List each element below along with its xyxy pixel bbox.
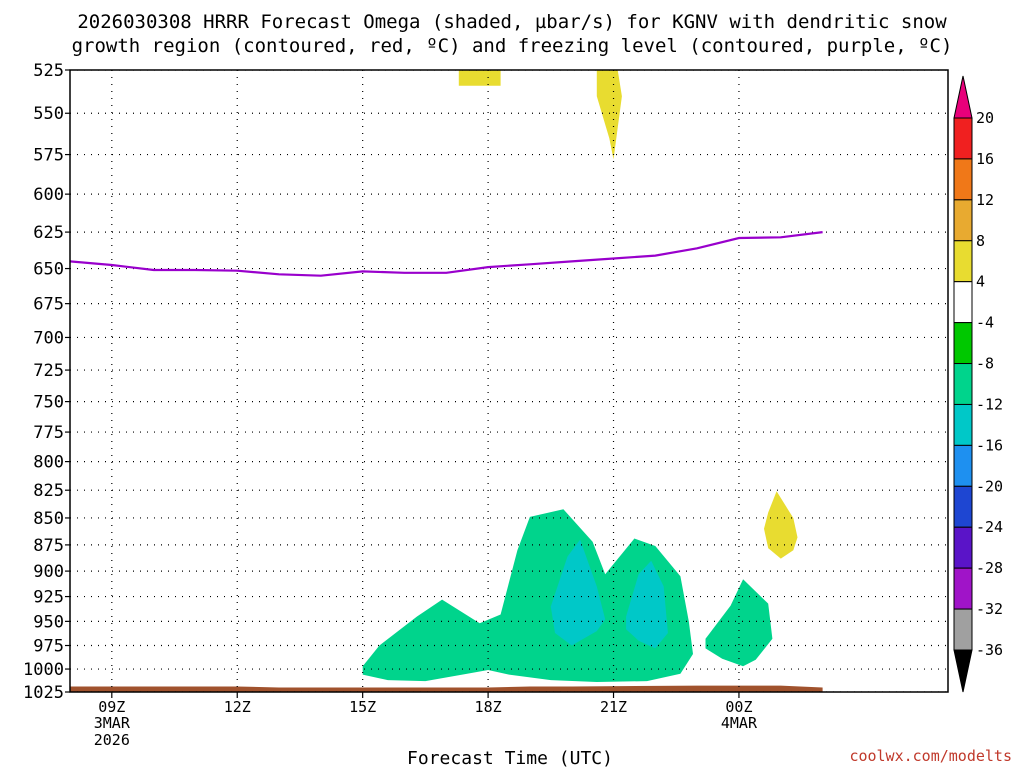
x-tick-label-4: 21Z [600,698,627,716]
colorbar-swatch-12 [953,608,973,651]
colorbar-label-1: 16 [976,150,994,168]
y-tick-label-8: 725 [33,361,64,381]
chart-title-line-1: 2026030308 HRRR Forecast Omega (shaded, … [77,11,947,33]
x-tick-label-5: 00Z [725,698,752,716]
colorbar-label-12: -32 [976,600,1003,618]
colorbar-label-9: -20 [976,477,1003,495]
downdraft-region-3 [764,491,798,559]
y-tick-label-7: 700 [33,328,64,348]
updraft-region-2 [705,579,773,667]
colorbar-label-3: 8 [976,232,985,250]
colorbar-swatch-7 [953,403,973,446]
colorbar-swatch-1 [953,158,973,201]
x-axis-label: Forecast Time (UTC) [407,748,613,768]
colorbar-label-8: -16 [976,436,1003,454]
x-tick-date-0: 3MAR [94,714,131,732]
downdraft-region-1 [458,70,501,86]
y-tick-label-19: 1000 [23,660,64,680]
y-tick-label-0: 525 [33,61,64,81]
colorbar-swatch-11 [953,567,973,610]
colorbar-swatch-10 [953,526,973,569]
x-tick-year-0: 2026 [94,731,130,749]
x-tick-label-3: 18Z [475,698,502,716]
updraft-core-2 [626,560,668,649]
y-tick-label-16: 925 [33,588,64,608]
colorbar-label-4: 4 [976,273,985,291]
y-tick-label-4: 625 [33,223,64,243]
y-tick-label-5: 650 [33,260,64,280]
y-tick-label-10: 775 [33,423,64,443]
y-tick-label-6: 675 [33,295,64,315]
y-tick-label-15: 900 [33,562,64,582]
chart-title-line-2: growth region (contoured, red, ºC) and f… [72,35,953,57]
colorbar-label-11: -28 [976,559,1003,577]
y-tick-label-20: 1025 [23,683,64,703]
colorbar: 20 16 12 8 4 -4 -8 -12 -16 -20 -24 -28 -32 -36 [953,75,1003,693]
x-tick-date-5: 4MAR [721,714,758,732]
colorbar-swatch-3 [953,240,973,283]
colorbar-swatch-9 [953,485,973,528]
downdraft-region-2 [596,70,622,160]
colorbar-label-10: -24 [976,518,1003,536]
y-tick-label-14: 875 [33,536,64,556]
x-tick-label-0: 09Z [98,698,125,716]
y-tick-label-1: 550 [33,104,64,124]
updraft-core-1 [550,539,606,646]
credit-text: coolwx.com/modelts [849,747,1012,765]
plot-frame [69,69,949,693]
x-tick-label-1: 12Z [224,698,251,716]
colorbar-label-5: -4 [976,314,994,332]
colorbar-swatch-0 [953,117,973,160]
y-tick-label-12: 825 [33,481,64,501]
colorbar-top-arrow [953,75,973,119]
plot-content [70,70,948,692]
y-tick-label-17: 950 [33,612,64,632]
y-tick-label-2: 575 [33,146,64,166]
colorbar-label-7: -12 [976,395,1003,413]
colorbar-label-2: 12 [976,191,994,209]
y-tick-label-11: 800 [33,453,64,473]
colorbar-label-13: -36 [976,641,1003,659]
y-tick-label-3: 600 [33,185,64,205]
y-tick-label-18: 975 [33,637,64,657]
colorbar-bottom-arrow [953,649,973,693]
colorbar-swatch-2 [953,199,973,242]
y-tick-label-9: 750 [33,393,64,413]
updraft-region-1 [362,509,693,682]
colorbar-label-6: -8 [976,355,994,373]
colorbar-swatch-8 [953,444,973,487]
axes: 525 550 575 600 625 650 675 700 725 750 775 800 825 8… [23,61,949,749]
colorbar-swatch-6 [953,363,973,405]
x-tick-label-2: 15Z [349,698,376,716]
series-line-0 [70,231,823,277]
colorbar-swatch-5 [953,322,973,365]
colorbar-label-0: 20 [976,109,994,127]
colorbar-swatch-4 [953,281,973,324]
y-tick-label-13: 850 [33,509,64,529]
plot-area [70,70,948,692]
terrain-fill [70,685,823,692]
